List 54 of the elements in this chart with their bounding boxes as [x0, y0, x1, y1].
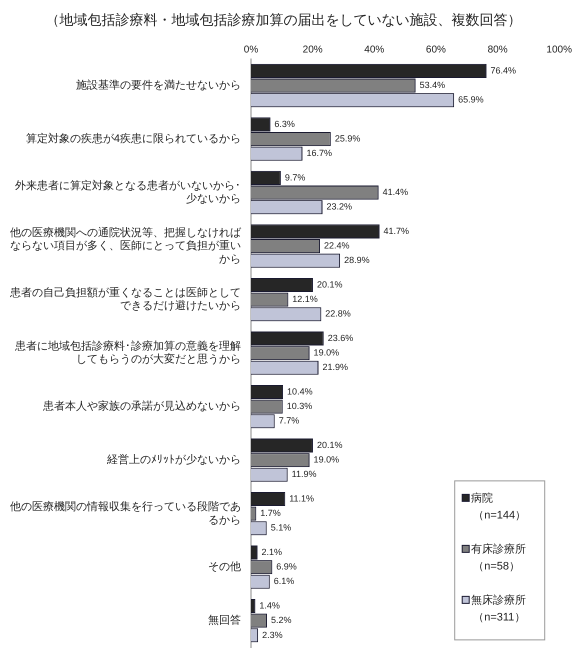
x-tick-label: 60%	[426, 44, 446, 56]
data-label: 22.4%	[324, 240, 350, 251]
data-label: 5.1%	[270, 522, 292, 533]
y-tick-label: 患者に地域包括診療料･診療加算の意義を理解してもらうのが大変だと思うから	[14, 340, 241, 366]
data-label: 11.1%	[289, 493, 314, 504]
data-label: 23.2%	[326, 202, 352, 212]
data-label: 11.9%	[292, 469, 317, 480]
data-label: 19.0%	[314, 454, 340, 465]
legend-label: 病院（n=144）	[471, 491, 526, 522]
data-label: 5.2%	[271, 615, 292, 626]
data-label: 20.1%	[316, 440, 342, 450]
data-label: 53.4%	[420, 80, 446, 90]
y-tick-label: 患者の自己負担額が重くなることは医師としてできるだけ避けたいから	[9, 286, 241, 312]
y-tick-label: 経営上のﾒﾘｯﾄが少ないから	[106, 453, 241, 466]
x-tick-label: 100%	[546, 44, 572, 56]
data-label: 19.0%	[314, 348, 340, 358]
data-label: 65.9%	[458, 94, 484, 105]
x-tick-label: 40%	[364, 44, 384, 56]
data-label: 6.9%	[276, 562, 297, 572]
x-tick-label: 80%	[488, 44, 508, 56]
x-tick-label: 20%	[302, 44, 323, 56]
y-tick-label: 患者本人や家族の承諾が見込めないから	[42, 400, 241, 413]
data-label: 1.7%	[260, 508, 281, 518]
data-label: 28.9%	[344, 255, 370, 266]
y-tick-label: 外来患者に算定対象となる患者がいないから･少ないから	[15, 179, 241, 206]
data-label: 6.3%	[274, 118, 295, 129]
data-label: 6.1%	[274, 576, 294, 586]
y-tick-label: 無回答	[208, 614, 241, 627]
chart-title: （地域包括診療料・地域包括診療加算の届出をしていない施設、複数回答）	[46, 11, 522, 28]
data-label: 21.9%	[322, 362, 348, 372]
data-label: 9.7%	[284, 172, 306, 182]
y-tick-label: その他	[208, 561, 241, 574]
x-tick-label: 0%	[244, 44, 258, 56]
data-label: 20.1%	[316, 279, 342, 290]
data-label: 10.4%	[287, 386, 313, 396]
data-label: 12.1%	[292, 294, 318, 304]
data-label: 2.3%	[262, 630, 283, 640]
y-tick-label: 算定対象の疾患が4疾患に限られているから	[26, 132, 241, 146]
y-tick-label: 他の医療機関への通院状況等、把握しなければならない項目が多く、医師にとって負担が重いから	[10, 226, 242, 266]
data-label: 41.4%	[382, 187, 408, 198]
data-label: 22.8%	[325, 308, 351, 319]
data-label: 25.9%	[334, 134, 360, 144]
data-label: 16.7%	[306, 148, 332, 158]
legend-label: 有床診療所（n=58）	[471, 542, 526, 572]
data-label: 76.4%	[490, 65, 516, 76]
data-label: 7.7%	[278, 416, 300, 426]
data-label: 23.6%	[328, 332, 354, 343]
data-label: 10.3%	[286, 401, 312, 412]
data-label: 2.1%	[261, 546, 282, 557]
legend-label: 無床診療所（n=311）	[471, 593, 526, 624]
y-tick-label: 他の医療機関の情報収集を行っている段階であるから	[10, 500, 241, 526]
data-label: 1.4%	[259, 600, 280, 611]
y-tick-label: 施設基準の要件を満たせないから	[76, 78, 241, 92]
data-label: 41.7%	[384, 226, 410, 236]
